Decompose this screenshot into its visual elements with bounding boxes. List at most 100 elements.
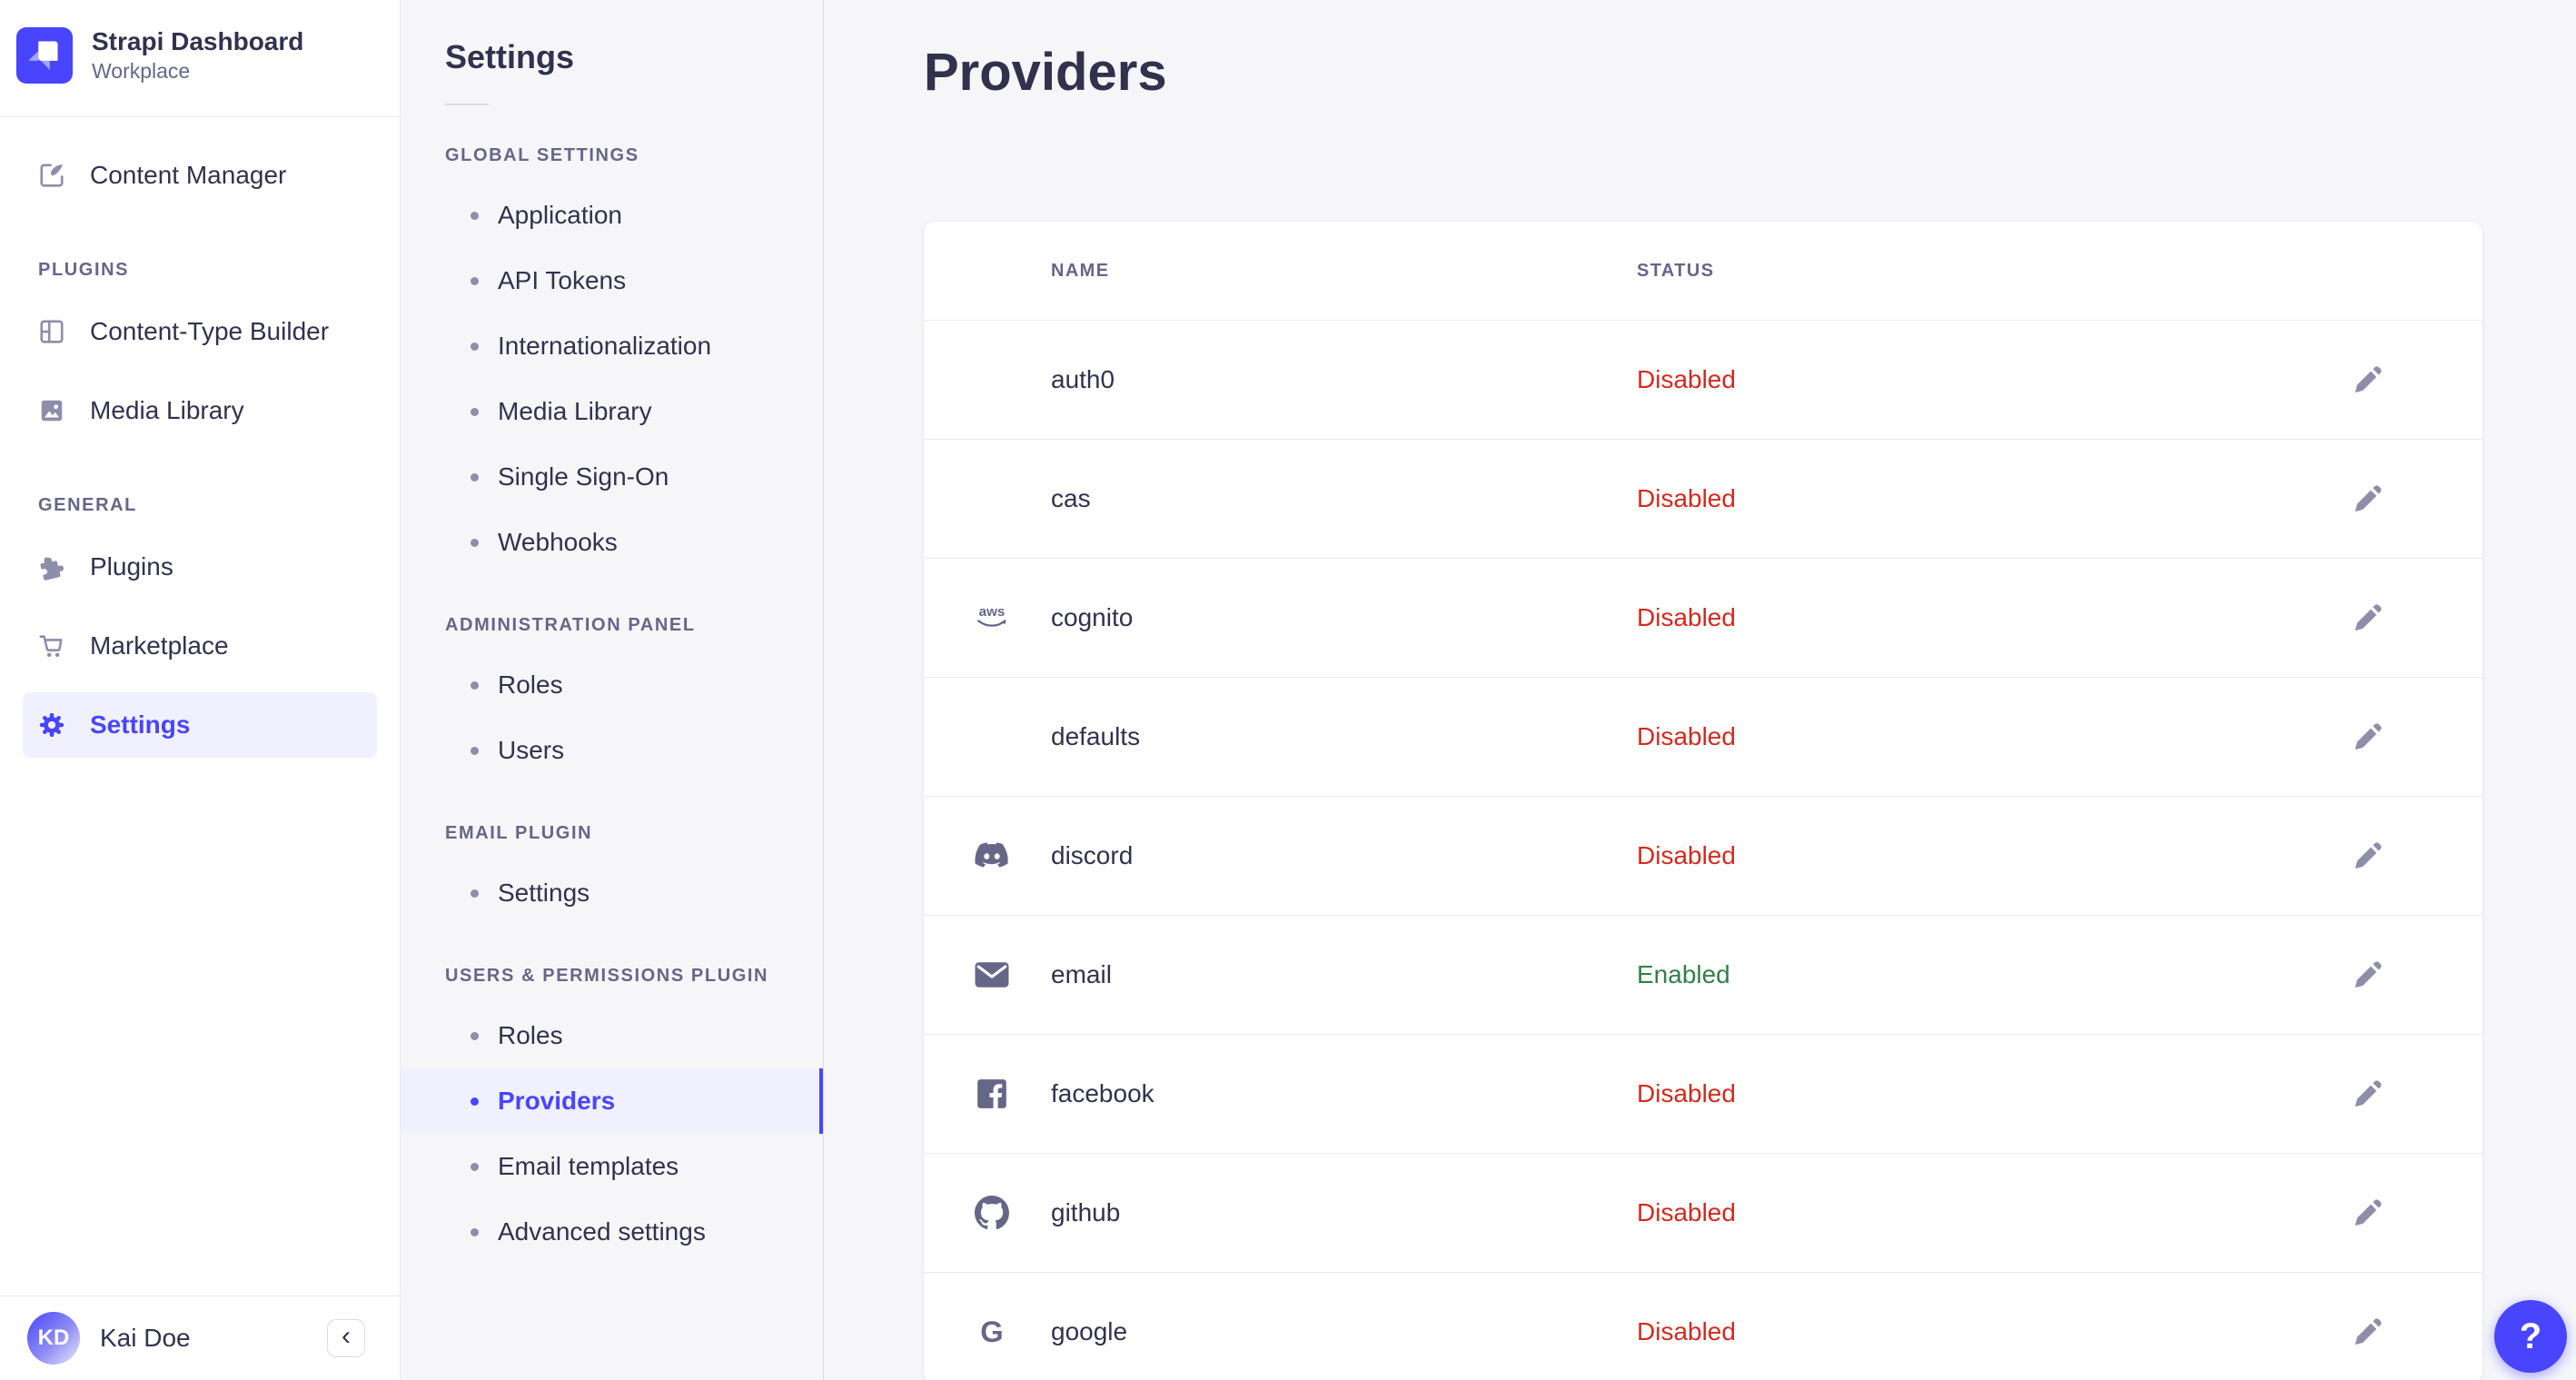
sidebar-item-marketplace[interactable]: Marketplace — [23, 613, 377, 679]
pencil-icon — [2355, 485, 2382, 511]
subnav-item-single-sign-on[interactable]: Single Sign-On — [401, 444, 823, 510]
subnav-item-label: Users — [498, 736, 565, 764]
svg-text:G: G — [980, 1315, 1003, 1348]
bullet-icon — [471, 211, 479, 220]
subnav-item-advanced-settings[interactable]: Advanced settings — [401, 1199, 823, 1265]
provider-row-auth0: auth0 Disabled — [924, 320, 2482, 439]
app-title: Strapi Dashboard — [92, 27, 304, 55]
subnav-section-label: GLOBAL SETTINGS — [445, 145, 639, 165]
help-button[interactable]: ? — [2494, 1300, 2567, 1373]
bullet-icon — [471, 538, 479, 547]
subnav-item-roles[interactable]: Roles — [401, 652, 823, 718]
subnav-item-providers[interactable]: Providers — [401, 1068, 823, 1134]
bullet-icon — [471, 407, 479, 416]
bullet-icon — [471, 1097, 479, 1106]
settings-icon — [39, 713, 64, 738]
sidebar-item-label: Settings — [90, 710, 191, 740]
google-icon: G — [980, 1315, 1003, 1348]
providers-table-card: NAME STATUS auth0 Disabled cas Disabled … — [924, 222, 2482, 1380]
edit-provider-button[interactable] — [2346, 1191, 2390, 1235]
provider-name: auth0 — [1051, 365, 1115, 393]
avatar: KD — [27, 1312, 80, 1365]
subnav-item-api-tokens[interactable]: API Tokens — [401, 248, 823, 313]
provider-status: Disabled — [1637, 1198, 1736, 1226]
subnav-section-label: ADMINISTRATION PANEL — [445, 615, 696, 635]
media-library-icon — [41, 400, 63, 422]
provider-status: Disabled — [1637, 1317, 1736, 1345]
subnav-item-label: Advanced settings — [498, 1217, 706, 1246]
edit-provider-button[interactable] — [2346, 1310, 2390, 1354]
pencil-icon — [2355, 366, 2382, 392]
subnav-item-application[interactable]: Application — [401, 183, 823, 248]
nav-section-label: PLUGINS — [38, 260, 130, 281]
provider-status: Disabled — [1637, 484, 1736, 512]
content-type-builder-icon — [40, 320, 64, 343]
bullet-icon — [471, 276, 479, 285]
edit-provider-button[interactable] — [2346, 1072, 2390, 1116]
main-content: Providers NAME STATUS auth0 Disabled cas… — [824, 0, 2576, 1380]
sidebar-item-content-manager[interactable]: Content Manager — [23, 143, 377, 208]
github-icon — [975, 1196, 1009, 1230]
sidebar-item-label: Marketplace — [90, 631, 229, 660]
pencil-icon — [2355, 842, 2382, 869]
edit-provider-button[interactable] — [2346, 358, 2390, 402]
main-nav: Strapi Dashboard Workplace Content Manag… — [0, 0, 401, 1380]
provider-name: discord — [1051, 841, 1134, 869]
subnav-item-internationalization[interactable]: Internationalization — [401, 313, 823, 379]
edit-provider-button[interactable] — [2346, 596, 2390, 640]
subnav-item-label: Internationalization — [498, 332, 712, 360]
provider-name: github — [1051, 1198, 1121, 1226]
bullet-icon — [471, 1162, 479, 1171]
sidebar-item-plugins[interactable]: Plugins — [23, 534, 377, 600]
bullet-icon — [471, 342, 479, 351]
subnav-item-label: Webhooks — [498, 528, 618, 556]
subnav-item-label: Roles — [498, 670, 563, 699]
provider-status: Enabled — [1637, 960, 1730, 988]
sidebar-item-content-type-builder[interactable]: Content-Type Builder — [23, 299, 377, 364]
collapse-sidebar-button[interactable]: ‹ — [327, 1319, 365, 1357]
edit-provider-button[interactable] — [2346, 715, 2390, 759]
bullet-icon — [471, 1031, 479, 1040]
main-nav-items: Content Manager PLUGINS Content-Type Bui… — [0, 117, 400, 1296]
provider-row-cas: cas Disabled — [924, 439, 2482, 558]
user-name: Kai Doe — [100, 1324, 191, 1352]
sidebar-item-label: Content Manager — [90, 161, 287, 190]
settings-subnav: Settings GLOBAL SETTINGS Application API… — [401, 0, 824, 1380]
table-header-row: NAME STATUS — [924, 222, 2482, 320]
edit-provider-button[interactable] — [2346, 953, 2390, 997]
bullet-icon — [471, 889, 479, 898]
nav-section-label: GENERAL — [38, 495, 137, 516]
aws-icon: aws — [977, 604, 1006, 627]
svg-text:aws: aws — [979, 604, 1006, 620]
pencil-icon — [2355, 1080, 2382, 1107]
sidebar-item-media-library[interactable]: Media Library — [23, 378, 377, 443]
sidebar-item-settings[interactable]: Settings — [23, 692, 377, 759]
subnav-item-label: API Tokens — [498, 266, 627, 294]
subnav-item-settings[interactable]: Settings — [401, 860, 823, 926]
divider — [0, 116, 400, 118]
bullet-icon — [471, 1227, 479, 1236]
question-mark-icon: ? — [2519, 1315, 2542, 1356]
subnav-item-webhooks[interactable]: Webhooks — [401, 510, 823, 575]
edit-provider-button[interactable] — [2346, 834, 2390, 878]
page-title: Providers — [924, 43, 1167, 102]
subnav-item-users[interactable]: Users — [401, 718, 823, 783]
subnav-title: Settings — [445, 38, 575, 75]
subnav-item-label: Roles — [498, 1021, 563, 1049]
subnav-item-label: Single Sign-On — [498, 462, 669, 491]
edit-provider-button[interactable] — [2346, 477, 2390, 521]
provider-status: Disabled — [1637, 365, 1736, 393]
subnav-item-roles[interactable]: Roles — [401, 1003, 823, 1068]
provider-name: email — [1051, 960, 1112, 988]
provider-name: cognito — [1051, 603, 1134, 631]
subnav-item-media-library[interactable]: Media Library — [401, 379, 823, 444]
discord-icon — [975, 842, 1008, 868]
column-header-name: NAME — [1051, 260, 1110, 281]
provider-row-defaults: defaults Disabled — [924, 677, 2482, 796]
subnav-item-email-templates[interactable]: Email templates — [401, 1134, 823, 1199]
sidebar-item-label: Media Library — [90, 396, 244, 425]
subnav-item-label: Application — [498, 201, 622, 229]
provider-name: facebook — [1051, 1079, 1154, 1107]
subnav-item-label: Media Library — [498, 397, 652, 425]
